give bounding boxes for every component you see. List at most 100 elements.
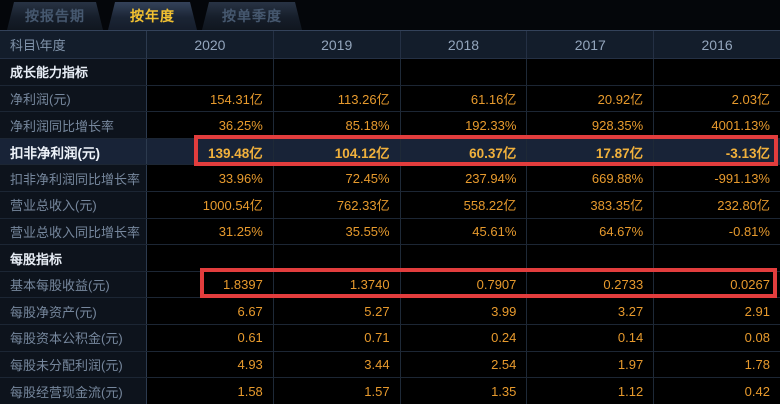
cell-value: 104.12亿 — [274, 138, 401, 165]
cell-value: 35.55% — [273, 218, 401, 245]
tab-by-report-period[interactable]: 按报告期 — [7, 2, 103, 30]
cell-value: 17.87亿 — [527, 138, 655, 165]
cell-value: -991.13% — [654, 165, 780, 192]
row-label: 每股经营现金流(元) — [0, 378, 147, 404]
tab-by-quarter[interactable]: 按单季度 — [202, 2, 302, 30]
row-label: 成长能力指标 — [0, 59, 147, 85]
row-label: 扣非净利润同比增长率 — [0, 165, 147, 192]
table-row: 成长能力指标 — [0, 59, 780, 86]
cell-value: -3.13亿 — [725, 145, 770, 161]
table-row: 营业总收入同比增长率 31.25% 35.55% 45.61% 64.67% -0.81% — [0, 218, 780, 246]
cell-value — [400, 59, 528, 85]
cell-value: 3.44 — [273, 351, 401, 378]
cell-value: 3.27 — [527, 298, 655, 325]
table-body: 成长能力指标 净利润(元) 154.31亿 113.26亿 61.16亿 20.92亿 2.… — [0, 59, 780, 404]
cell-value: 154.31亿 — [147, 85, 274, 112]
cell-value: 4001.13% — [654, 112, 780, 138]
cell-value — [147, 59, 274, 85]
table-row: 扣非净利润同比增长率 33.96% 72.45% 237.94% 669.88% -991… — [0, 165, 780, 193]
row-label: 每股未分配利润(元) — [0, 351, 147, 378]
cell-value: 0.08 — [654, 325, 780, 351]
cell-value: 6.67 — [147, 298, 274, 325]
year-column-2016: 2016 — [701, 36, 733, 53]
financials-table: 科目\年度 2020 2019 2018 2017 2016 成长能力指标 净利润… — [0, 30, 780, 404]
cell-value: 0.24 — [400, 325, 528, 351]
cell-value — [147, 245, 274, 271]
cell-value: 232.80亿 — [654, 192, 780, 218]
cell-value: 1.97 — [527, 351, 655, 378]
cell-value — [400, 245, 528, 271]
cell-value: 1.78 — [654, 351, 780, 378]
row-label: 基本每股收益(元) — [0, 271, 147, 298]
table-row: 基本每股收益(元) 1.8397 1.3740 0.7907 0.2733 0.0267 — [0, 271, 780, 299]
cell-value — [654, 59, 780, 85]
cell-value: 2.91 — [654, 298, 780, 325]
row-label: 每股净资产(元) — [0, 298, 147, 325]
cell-value: 0.7907 — [400, 271, 528, 298]
year-column-2020: 2020 — [147, 31, 274, 58]
tab-by-year[interactable]: 按年度 — [108, 2, 197, 30]
cell-value: 61.16亿 — [400, 85, 528, 112]
cell-value: 0.71 — [273, 325, 401, 351]
cell-value: 31.25% — [147, 218, 274, 245]
table-row: 净利润(元) 154.31亿 113.26亿 61.16亿 20.92亿 2.03亿 — [0, 85, 780, 113]
table-row: 每股未分配利润(元) 4.93 3.44 2.54 1.97 1.78 — [0, 351, 780, 379]
year-column-2018: 2018 — [401, 31, 528, 58]
year-column-2019: 2019 — [274, 31, 401, 58]
cell-value: 1.57 — [273, 378, 401, 404]
year-column-2017: 2017 — [527, 31, 655, 58]
cell-value — [527, 59, 655, 85]
cell-value: 36.25% — [147, 112, 274, 138]
table-row: 净利润同比增长率 36.25% 85.18% 192.33% 928.35% 4001.1… — [0, 112, 780, 139]
row-label: 每股资本公积金(元) — [0, 325, 147, 351]
row-label: 营业总收入同比增长率 — [0, 218, 147, 245]
cell-value: 192.33% — [400, 112, 528, 138]
cell-value: 3.99 — [400, 298, 528, 325]
cell-value: 20.92亿 — [527, 85, 655, 112]
corner-header: 科目\年度 — [0, 31, 147, 58]
cell-value — [654, 245, 780, 271]
cell-value: 1.8397 — [147, 271, 274, 298]
cell-value: 237.94% — [400, 165, 528, 192]
row-label: 每股指标 — [0, 245, 147, 271]
cell-value: 0.42 — [654, 378, 780, 404]
table-row: 营业总收入(元) 1000.54亿 762.33亿 558.22亿 383.35亿 232… — [0, 192, 780, 219]
cell-value: 762.33亿 — [273, 192, 401, 218]
cell-value: 2.54 — [400, 351, 528, 378]
table-header-row: 科目\年度 2020 2019 2018 2017 2016 — [0, 31, 780, 59]
table-row: 每股资本公积金(元) 0.61 0.71 0.24 0.14 0.08 — [0, 325, 780, 352]
cell-value: 383.35亿 — [527, 192, 655, 218]
cell-value: 4.93 — [147, 351, 274, 378]
cell-value: 113.26亿 — [273, 85, 401, 112]
table-row: 扣非净利润(元) 139.48亿 104.12亿 60.37亿 17.87亿 -3.13亿 — [0, 138, 780, 166]
row-label: 扣非净利润(元) — [0, 138, 147, 165]
cell-value: 669.88% — [527, 165, 655, 192]
cell-value: 5.27 — [273, 298, 401, 325]
cell-value: 60.37亿 — [401, 138, 528, 165]
table-row: 每股净资产(元) 6.67 5.27 3.99 3.27 2.91 — [0, 298, 780, 326]
cell-value: 558.22亿 — [400, 192, 528, 218]
cell-value: 45.61% — [400, 218, 528, 245]
cell-value: 928.35% — [527, 112, 655, 138]
cell-value: 33.96% — [147, 165, 274, 192]
table-row: 每股指标 — [0, 245, 780, 272]
cell-value: 139.48亿 — [147, 138, 274, 165]
row-label: 营业总收入(元) — [0, 192, 147, 218]
cell-value: 64.67% — [527, 218, 655, 245]
cell-value: 1.3740 — [273, 271, 401, 298]
cell-value: 1.58 — [147, 378, 274, 404]
table-row: 每股经营现金流(元) 1.58 1.57 1.35 1.12 0.42 — [0, 378, 780, 404]
cell-value: 72.45% — [273, 165, 401, 192]
cell-value: 0.14 — [527, 325, 655, 351]
cell-value: 2.03亿 — [654, 85, 780, 112]
cell-value: 1000.54亿 — [147, 192, 274, 218]
row-label: 净利润同比增长率 — [0, 112, 147, 138]
cell-value — [527, 245, 655, 271]
cell-value: 0.0267 — [654, 271, 780, 298]
cell-value: 0.2733 — [527, 271, 655, 298]
cell-value: 85.18% — [273, 112, 401, 138]
cell-value: 1.35 — [400, 378, 528, 404]
cell-value: 0.61 — [147, 325, 274, 351]
cell-value — [273, 59, 401, 85]
